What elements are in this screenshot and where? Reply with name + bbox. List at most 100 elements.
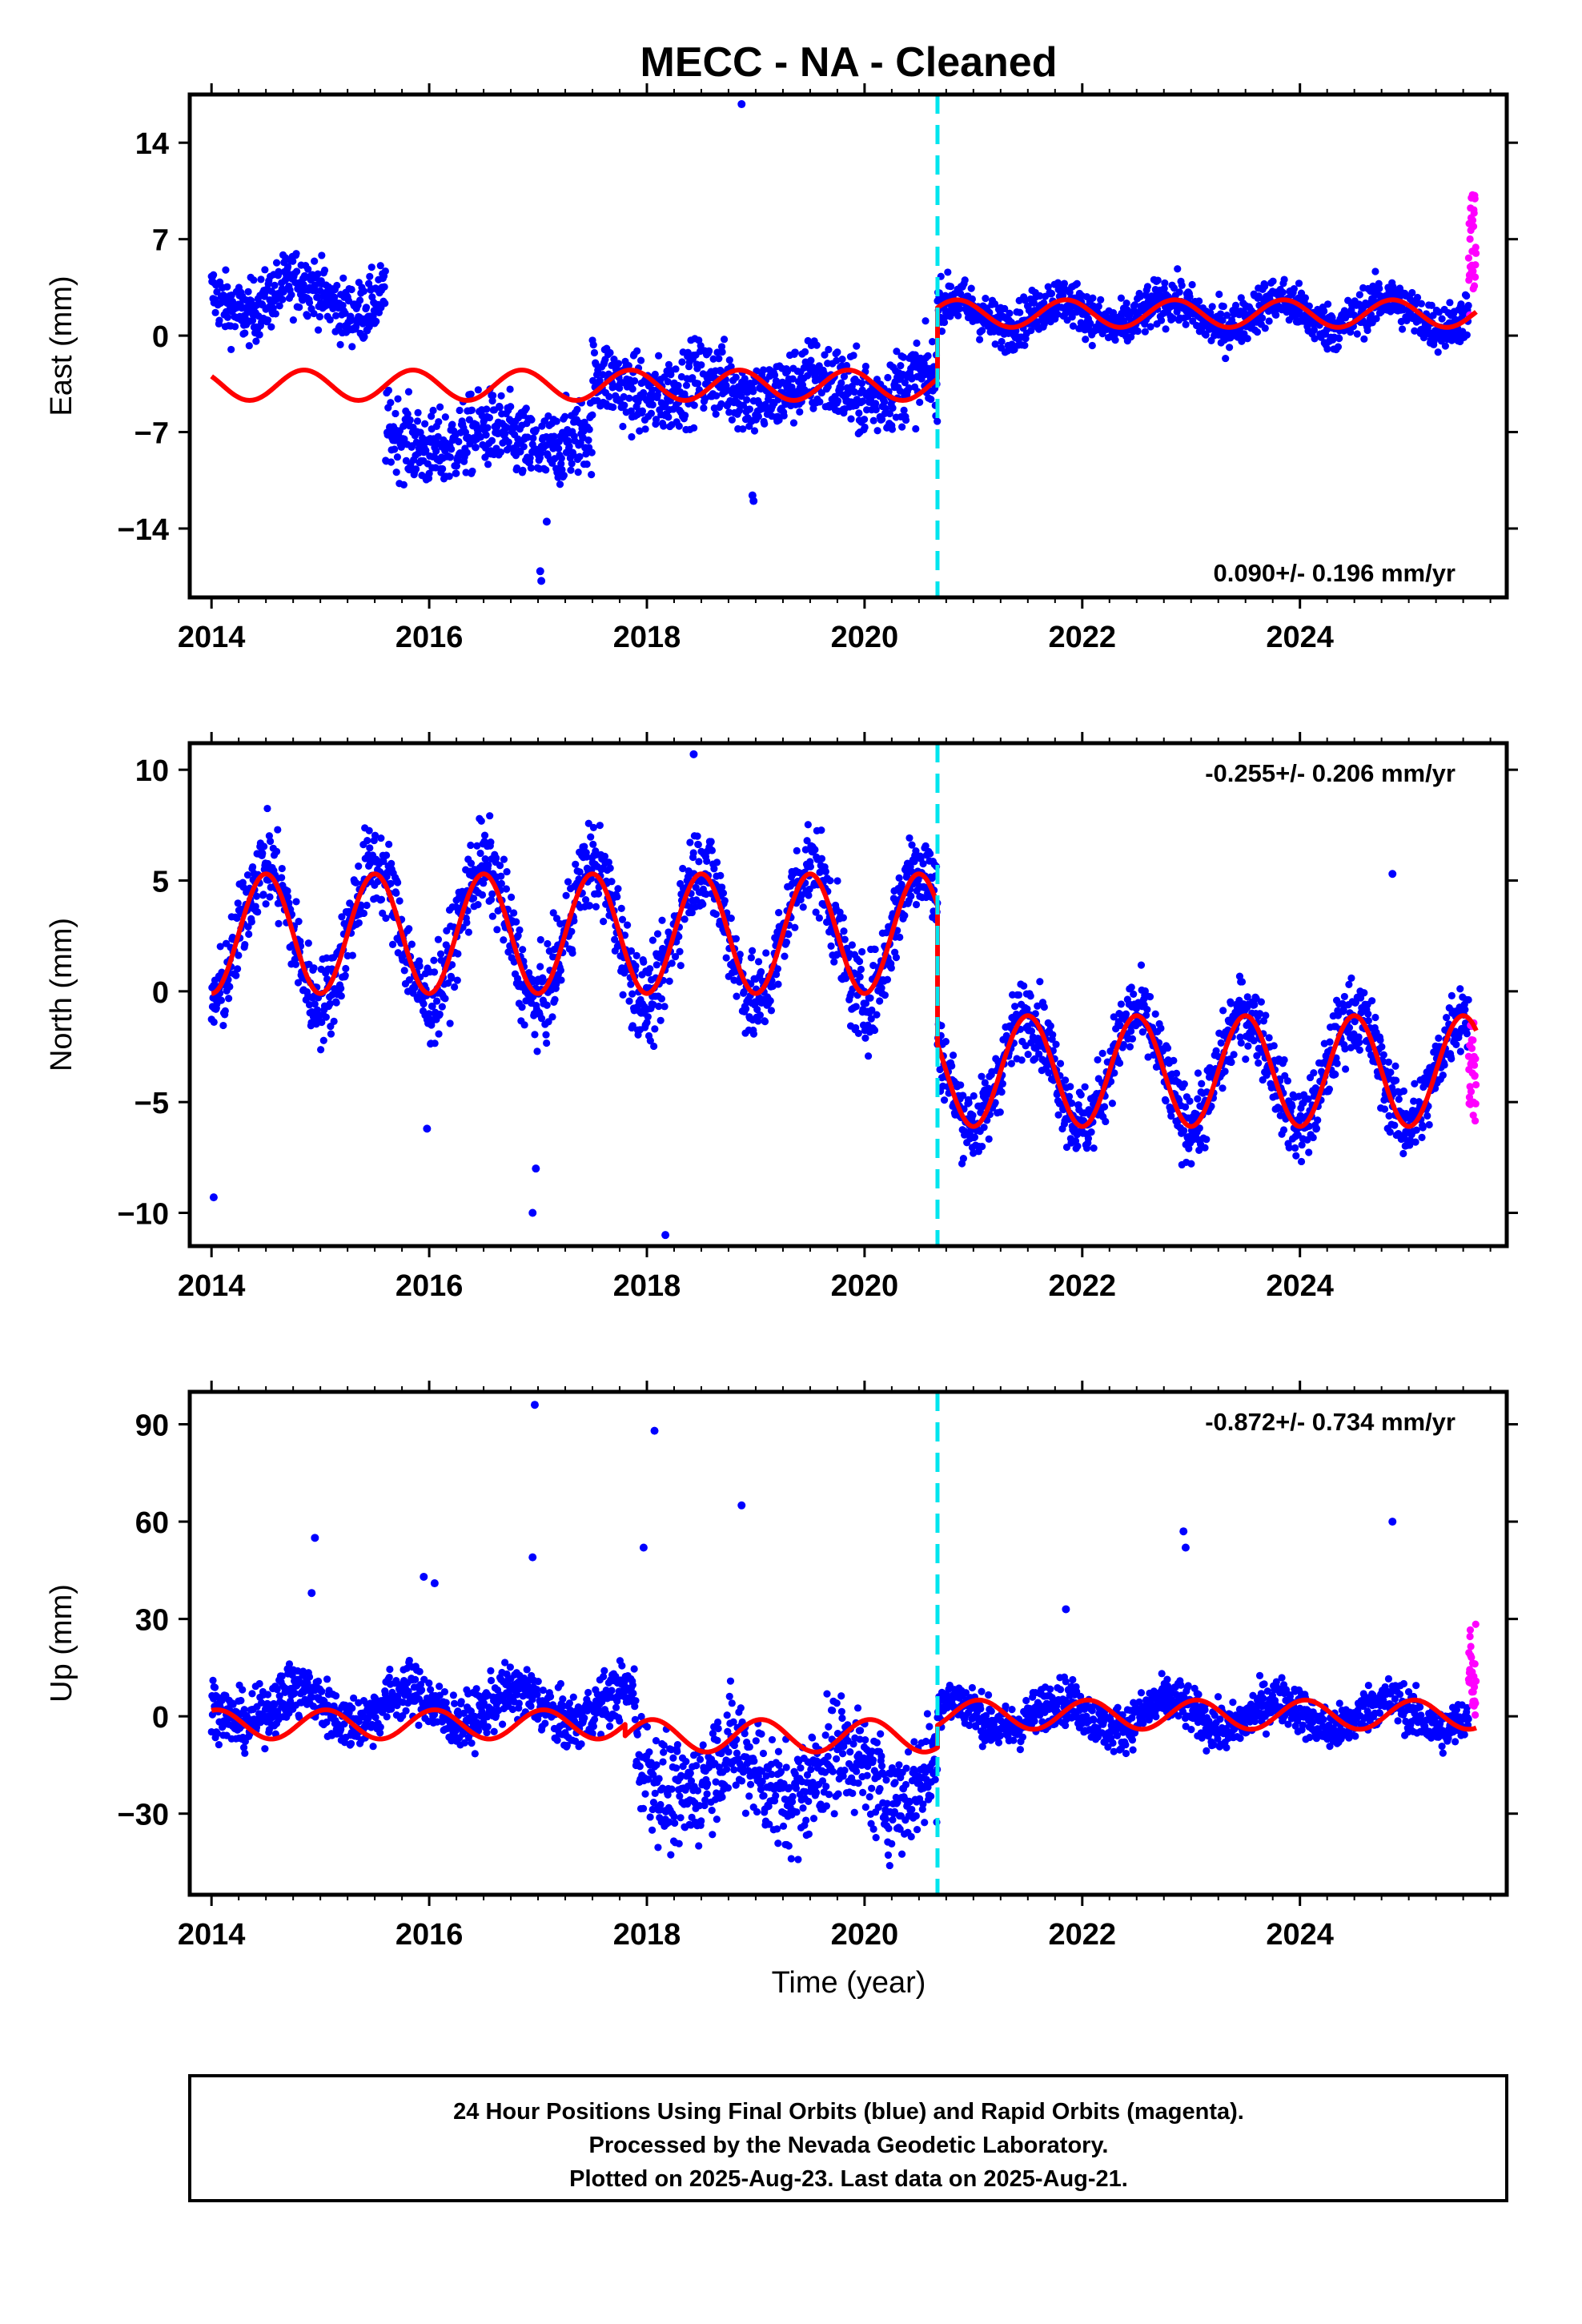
data-point [1427,301,1435,309]
data-point [857,965,865,974]
data-point [748,947,757,955]
data-point [681,412,689,420]
data-point [1157,316,1166,324]
data-point [1328,313,1336,322]
data-point [241,940,249,949]
data-point [456,406,464,415]
data-point [640,958,648,967]
data-point [727,915,735,923]
data-point [957,1081,965,1089]
data-point [833,348,841,356]
data-point [1182,320,1190,328]
data-point [341,309,349,317]
data-point [766,997,774,1005]
data-point [467,390,475,398]
data-point [682,381,691,389]
data-point [703,857,711,866]
data-point [257,275,265,283]
data-point [1187,1160,1195,1168]
data-point [655,352,663,360]
outlier-point [542,517,551,526]
data-point [1036,292,1044,300]
data-point [978,1072,986,1080]
data-point [855,957,864,966]
data-point [448,445,456,453]
data-point [717,368,725,376]
data-point [756,1011,764,1019]
data-point [705,347,713,355]
data-point [544,412,552,420]
data-point [975,336,984,344]
data-point [360,332,368,341]
data-point [493,926,501,934]
data-point [555,444,563,452]
data-point [761,1018,769,1026]
data-point [585,902,594,910]
data-point [392,889,400,897]
data-point [722,381,730,389]
rapid-point [1466,235,1474,243]
data-point [259,891,267,899]
data-point [392,468,400,476]
data-point [998,1088,1006,1096]
data-point [332,999,340,1007]
data-point [900,406,908,414]
rapid-point [1470,209,1478,217]
data-point [1242,1055,1250,1063]
rapid-point [1468,216,1477,224]
x-tick-label: 2024 [1266,621,1334,654]
data-point [1372,315,1380,323]
data-point [1413,293,1422,302]
data-point [946,283,955,291]
rapid-point [1471,195,1479,203]
data-point [1230,1051,1238,1059]
data-point [1243,335,1251,343]
data-point [596,822,604,830]
data-point [866,994,874,1002]
data-point [347,316,355,325]
data-point [847,415,855,423]
data-point [291,960,300,968]
data-point [232,971,240,979]
data-point [718,348,726,356]
data-point [543,1039,551,1047]
x-tick-label: 2018 [613,1269,681,1303]
data-point [429,406,437,415]
data-point [1073,279,1081,287]
data-point [254,908,262,916]
data-point [1172,1069,1181,1077]
data-point [1054,310,1062,318]
data-point [755,400,763,408]
data-point [625,394,633,402]
data-point [712,911,720,919]
data-point [905,384,913,392]
data-point [733,992,741,1000]
data-point [241,329,249,337]
data-point [529,434,537,442]
data-point [585,425,593,433]
data-point [468,467,476,476]
data-point [985,1135,993,1143]
data-point [1219,302,1227,311]
data-point [761,420,769,428]
data-point [990,300,999,308]
data-point [454,950,462,958]
data-point [451,983,459,991]
data-point [978,1142,986,1151]
data-point [978,327,986,335]
data-point [355,862,363,870]
data-point [636,427,644,435]
data-point [227,345,235,354]
data-point [262,900,270,908]
data-point [816,398,824,406]
data-point [905,834,913,842]
data-point [434,432,442,440]
data-point [347,285,355,294]
data-point [913,339,921,348]
data-point [1084,1134,1093,1143]
data-point [1272,311,1280,320]
data-point [453,976,461,984]
data-point [965,1099,973,1107]
data-point [809,404,817,412]
data-point [627,407,635,415]
